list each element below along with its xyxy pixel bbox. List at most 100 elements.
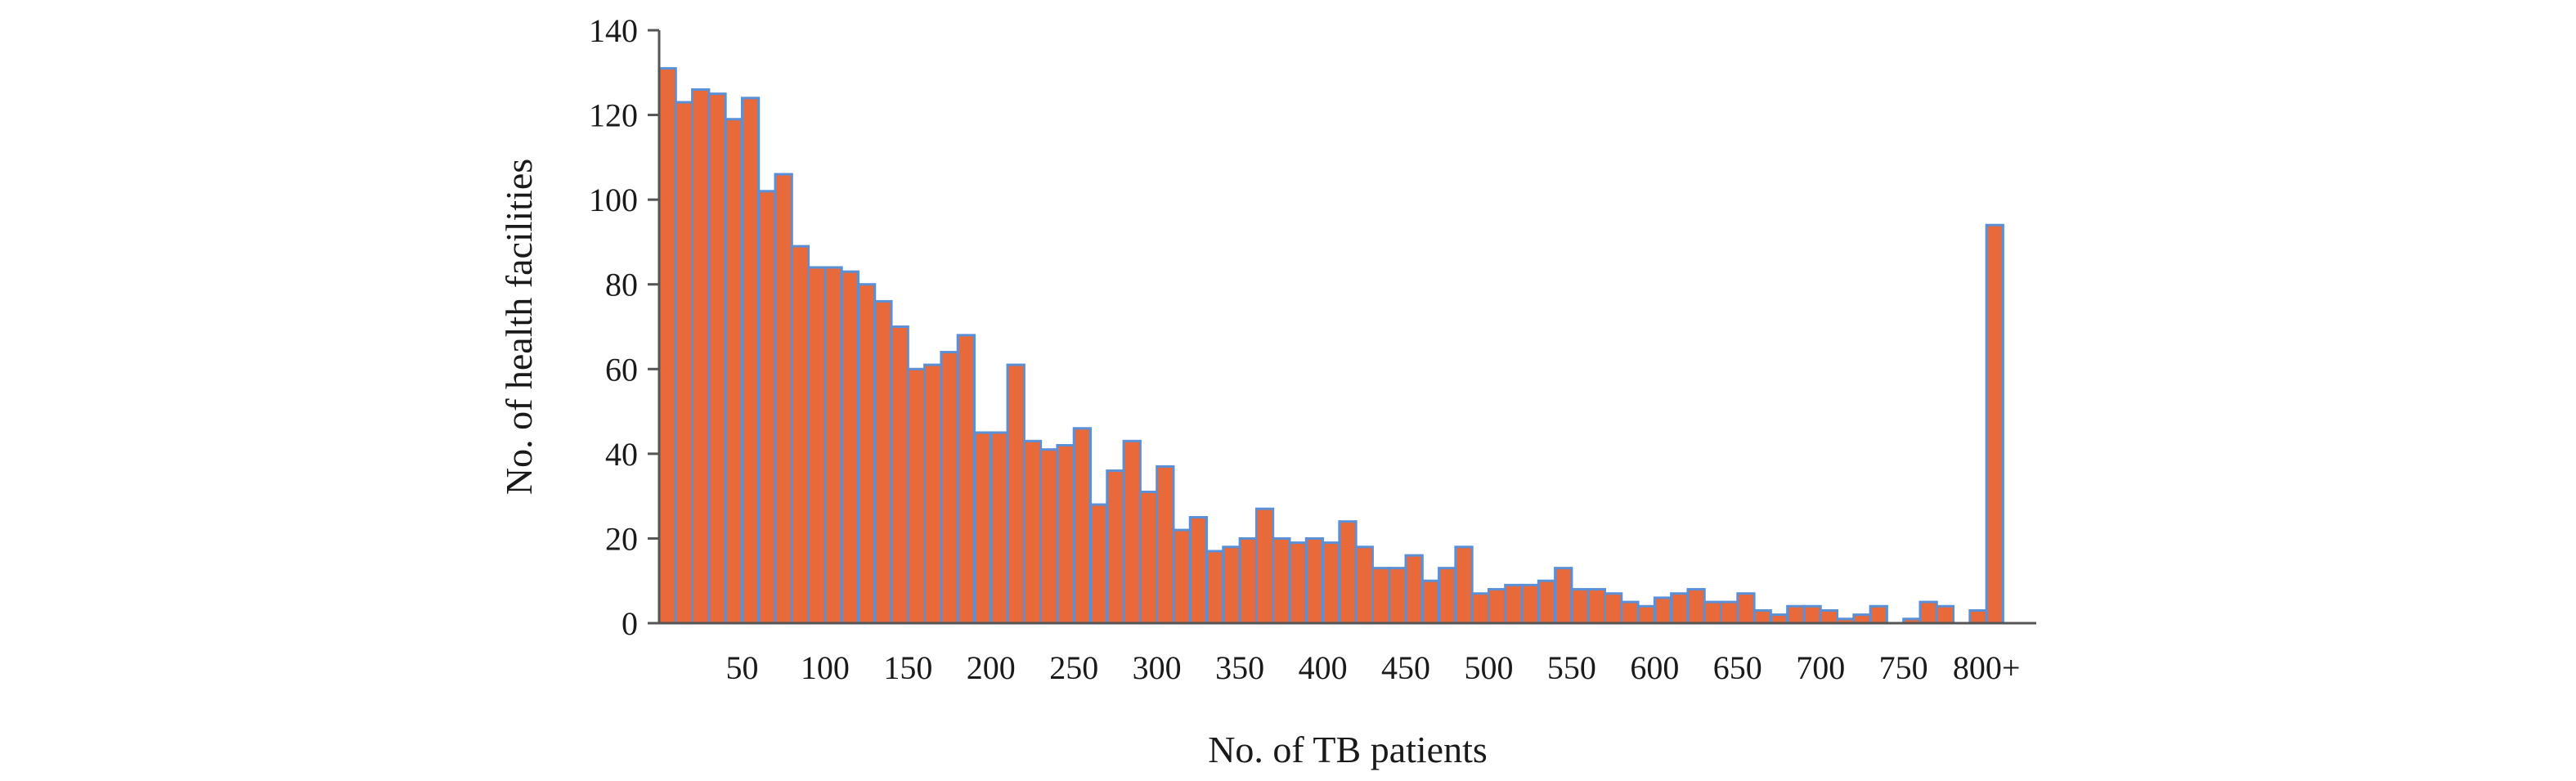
histogram-bar [1272,536,1291,625]
histogram-bar [657,67,677,625]
y-tick-label: 20 [605,520,638,557]
y-tick-label: 0 [622,605,638,642]
y-tick-label: 80 [605,267,638,303]
histogram-bar [1156,465,1175,625]
histogram-bar [1354,545,1374,625]
histogram-bar [1752,608,1772,625]
histogram-bar [1470,592,1490,625]
histogram-bar [1586,588,1606,625]
histogram-bar [1056,444,1075,625]
histogram-bar [1371,567,1391,625]
histogram-bar [1869,604,1888,625]
histogram-bar [740,97,761,625]
x-tick-label: 600 [1630,649,1679,686]
histogram-bar [1487,588,1507,625]
histogram-bar [906,367,927,625]
histogram-bar [856,283,877,625]
histogram-bar [1620,600,1640,625]
histogram-bar [1653,596,1673,625]
x-tick-label: 700 [1796,649,1845,686]
histogram-bar [873,299,893,625]
histogram-bar [691,88,711,625]
histogram-bar [1819,608,1839,625]
y-tick-label: 100 [589,182,638,218]
histogram-bar [1039,448,1059,625]
histogram-bar [1520,583,1540,625]
histogram-bar [1288,541,1308,625]
x-tick-label: 300 [1133,649,1182,686]
histogram-bar [707,92,727,625]
x-tick-label: 450 [1381,649,1430,686]
histogram-bar [1703,600,1723,625]
histogram-bar [1006,363,1025,625]
x-tick-label: 550 [1547,649,1596,686]
histogram-bar [972,431,993,625]
histogram-bar [1554,567,1573,625]
histogram-bar [1138,490,1159,625]
histogram-bar [1420,579,1441,625]
axes-group [657,30,2036,625]
histogram-bar [790,245,810,625]
histogram-bar [1603,592,1623,625]
histogram-bar [940,351,959,625]
y-ticks-group: 0 20 40 60 80 100 120 140 [589,12,659,642]
histogram-bar [1072,427,1093,625]
histogram-bar [1736,592,1756,625]
y-tick-label: 40 [605,436,638,473]
x-tick-label: 150 [883,649,932,686]
histogram-bar [840,270,859,625]
histogram-bar [1852,613,1872,625]
x-tick-label: 650 [1713,649,1762,686]
y-tick-label: 60 [605,351,638,388]
histogram-bar [1968,608,1988,625]
histogram-bar [1338,520,1358,625]
x-tick-label: 350 [1215,649,1264,686]
histogram-bar [1504,583,1524,625]
bars-group [657,67,2004,625]
histogram-bar [1786,604,1806,625]
histogram-bar [1089,503,1109,625]
histogram-bar [757,190,777,625]
histogram-bar [1304,536,1325,625]
histogram-bar [1686,588,1706,625]
histogram-bar [1388,567,1407,625]
histogram-bar [1172,528,1192,625]
histogram-bar [1438,567,1457,625]
histogram-bar [1985,223,2004,625]
histogram-bar [923,363,943,625]
histogram-bar [1454,545,1474,625]
histogram-bar [1636,604,1656,625]
histogram-bar [1238,536,1258,625]
histogram-bar [1570,588,1590,625]
histogram-bar [824,266,843,625]
x-tick-label: 800+ [1953,649,2021,686]
histogram-bar [1254,507,1275,625]
histogram-bar [1122,439,1142,625]
histogram-bar [1404,554,1424,625]
y-axis-title: No. of health facilities [498,159,540,495]
x-tick-label: 500 [1464,649,1513,686]
histogram-bar [1802,604,1822,625]
histogram-bar [1188,516,1209,625]
x-tick-label: 50 [725,649,758,686]
histogram-bar [1720,600,1739,625]
x-tick-label: 200 [967,649,1016,686]
histogram-bar [1919,600,1938,625]
histogram-bar [1322,541,1341,625]
histogram-bar [1022,439,1043,625]
x-axis-title: No. of TB patients [1208,729,1488,770]
histogram-bar [1222,545,1241,625]
histogram-bar [774,173,793,625]
histogram-bar [990,431,1009,625]
histogram-bar [956,334,976,625]
histogram-bar [1670,592,1690,625]
histogram-bar [1537,579,1557,625]
x-ticks-group: 50 100 150 200 250 300 350 400 450 500 550 600 650 70… [725,649,2020,686]
x-tick-label: 750 [1879,649,1928,686]
histogram-bar [1106,469,1125,625]
x-tick-label: 400 [1299,649,1348,686]
histogram-bar [674,101,694,625]
histogram-bar [1935,604,1955,625]
histogram-bar [807,266,827,625]
